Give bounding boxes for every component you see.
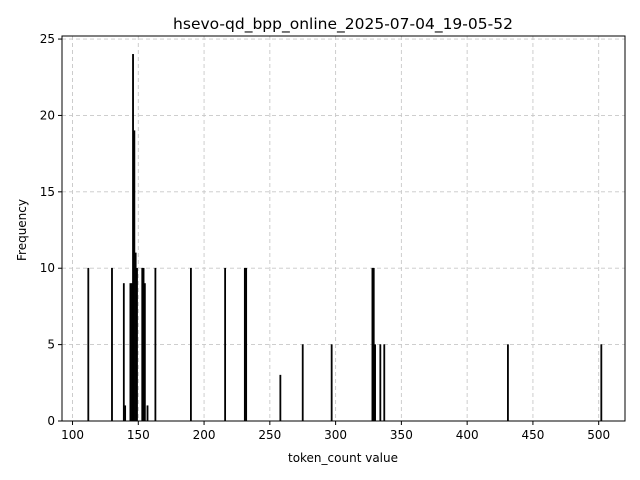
x-tick-label: 400 bbox=[456, 428, 479, 442]
histogram-bar bbox=[374, 344, 376, 422]
x-tick-label: 100 bbox=[61, 428, 84, 442]
y-tick-label: 15 bbox=[40, 185, 55, 199]
y-tick-label: 5 bbox=[47, 338, 55, 352]
x-tick-label: 450 bbox=[521, 428, 544, 442]
histogram-bar bbox=[330, 344, 333, 422]
x-tick-label: 150 bbox=[127, 428, 150, 442]
y-tick-label: 0 bbox=[47, 414, 55, 428]
plot-frame bbox=[61, 35, 626, 422]
histogram-bar bbox=[379, 344, 382, 422]
y-tick-label: 20 bbox=[40, 108, 55, 122]
y-axis-label: Frequency bbox=[15, 199, 29, 261]
histogram-bar bbox=[383, 344, 386, 422]
histogram-bar bbox=[124, 405, 127, 422]
histogram-bar bbox=[136, 267, 138, 422]
x-tick-label: 250 bbox=[258, 428, 281, 442]
y-tick-label: 10 bbox=[40, 261, 55, 275]
histogram-bar bbox=[111, 267, 113, 422]
x-axis-ticks: 100 150 200 250 300 350 400 450 500 bbox=[61, 421, 610, 442]
histogram-bar bbox=[600, 344, 603, 422]
y-tick-label: 25 bbox=[40, 32, 55, 46]
histogram-bar bbox=[190, 267, 192, 422]
bars bbox=[87, 54, 603, 422]
histogram-bar bbox=[507, 344, 509, 422]
x-axis-label: token_count value bbox=[288, 451, 398, 465]
histogram-bar bbox=[146, 405, 149, 422]
histogram-bar bbox=[143, 283, 146, 422]
histogram-bar bbox=[224, 267, 227, 422]
grid-lines bbox=[62, 36, 625, 422]
histogram-bar bbox=[122, 283, 125, 422]
x-tick-label: 350 bbox=[390, 428, 413, 442]
histogram-bar bbox=[245, 267, 248, 422]
x-tick-label: 200 bbox=[193, 428, 216, 442]
histogram-bar bbox=[154, 267, 157, 422]
histogram-bar bbox=[279, 374, 282, 422]
chart-title: hsevo-qd_bpp_online_2025-07-04_19-05-52 bbox=[173, 15, 513, 34]
histogram-bar bbox=[87, 267, 90, 422]
histogram-bar bbox=[301, 344, 304, 422]
x-tick-label: 500 bbox=[587, 428, 610, 442]
y-axis-ticks: 0 5 10 15 20 25 bbox=[40, 32, 62, 428]
x-tick-label: 300 bbox=[324, 428, 347, 442]
